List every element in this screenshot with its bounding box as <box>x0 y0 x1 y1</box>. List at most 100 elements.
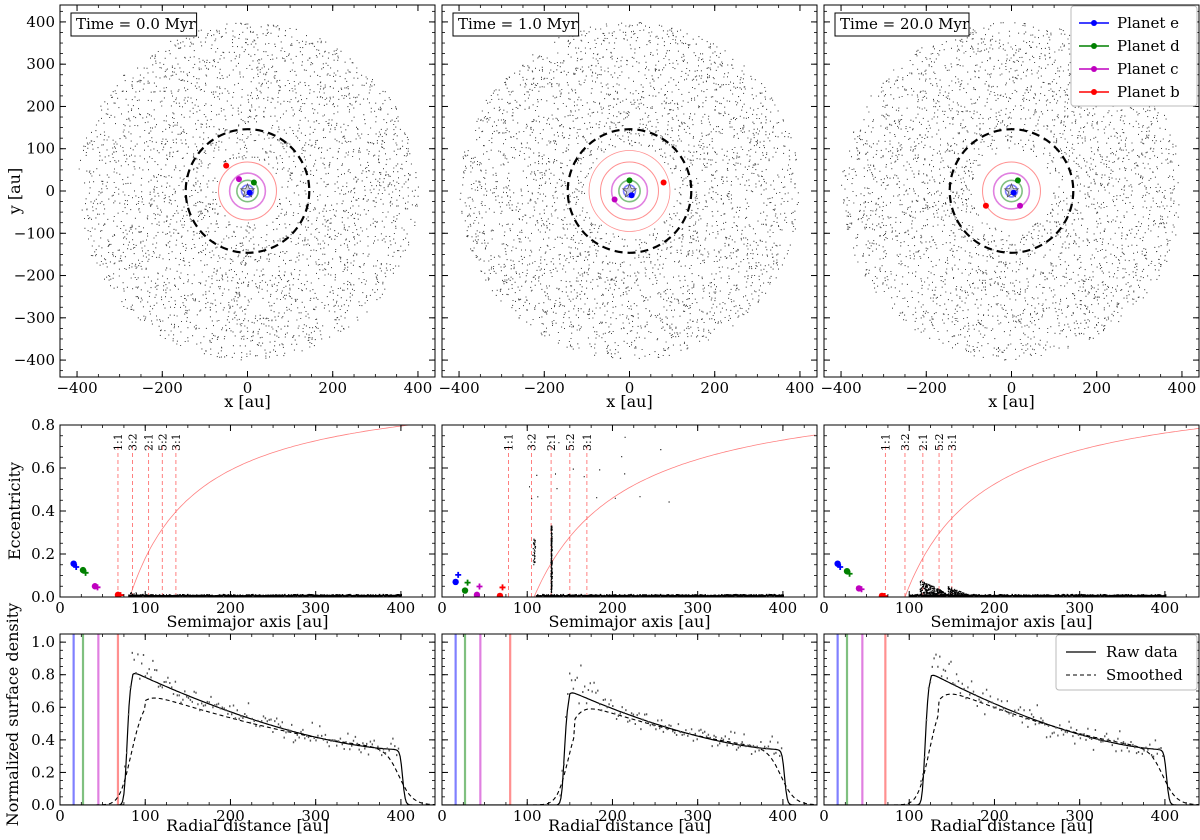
planet-ecc-marker <box>473 591 481 597</box>
legend-marker <box>1091 43 1097 49</box>
time-label-box <box>834 12 970 37</box>
resonance-label: 3:1 <box>946 433 959 451</box>
ecc-frame <box>441 424 818 598</box>
density-scatter <box>920 653 1164 783</box>
resonance-label: 2:1 <box>143 433 156 451</box>
particle-layer <box>78 22 419 361</box>
x-tick-label: 0 <box>625 379 635 397</box>
y-tick-label: 100 <box>26 140 55 158</box>
x-axis-label: Semimajor axis [au] <box>166 612 328 631</box>
y-tick-label: 0 <box>45 182 55 200</box>
x-tick-label: 300 <box>1065 599 1094 617</box>
x-axis-label: x [au] <box>988 392 1034 411</box>
resonance-label: 2:1 <box>917 433 930 451</box>
planet-ecc-cross <box>82 569 89 576</box>
x-tick-label: 100 <box>131 807 160 825</box>
x-tick-label: 0 <box>55 807 65 825</box>
density-scatter <box>559 664 783 797</box>
planet-ecc-marker <box>843 568 851 575</box>
ecc-content: 1:1 3:2 2:1 5:2 3:1 <box>834 428 1199 597</box>
x-tick-label: 300 <box>301 807 330 825</box>
x-tick-label: 200 <box>598 807 627 825</box>
resonance-label: 5:2 <box>564 433 577 451</box>
x-axis-label: Radial distance [au] <box>166 816 329 835</box>
x-tick-label: 400 <box>404 379 433 397</box>
x-tick-label: −200 <box>142 379 183 397</box>
density-panel-2: 0 100 200 300 400 Radial distance [au] <box>819 633 1200 835</box>
x-tick-label: 100 <box>895 807 924 825</box>
planet-ecc-cross <box>499 584 506 591</box>
y-tick-label: 0.0 <box>31 588 55 606</box>
planet-ecc-cross <box>455 571 462 578</box>
legend-label-raw: Raw data <box>1106 643 1178 661</box>
time-label: Time = 20.0 Myr <box>840 15 970 33</box>
y-axis-label-bot: Normalized surface density <box>3 603 22 826</box>
orbit-b <box>218 161 277 221</box>
planet-marker-b <box>223 162 230 169</box>
x-tick-label: 100 <box>895 599 924 617</box>
planet-ecc-cross <box>464 579 471 586</box>
x-tick-label: 100 <box>513 807 542 825</box>
orbit-b <box>982 161 1041 221</box>
x-tick-label: 400 <box>769 599 798 617</box>
x-axis-label: Semimajor axis [au] <box>930 612 1092 631</box>
dashed-boundary-circle <box>566 128 693 254</box>
time-label: Time = 0.0 Myr <box>76 15 196 33</box>
particle-band <box>128 593 402 597</box>
resonance-label: 3:2 <box>525 433 538 451</box>
y-tick-label: −200 <box>14 267 55 285</box>
y-tick-label: 200 <box>26 97 55 115</box>
x-tick-label: 400 <box>1151 599 1180 617</box>
x-tick-label: 100 <box>131 599 160 617</box>
legend-label: Planet e <box>1117 14 1179 32</box>
legend-label: Planet c <box>1117 60 1179 78</box>
orbit-c <box>228 172 267 210</box>
smoothed-line <box>60 697 435 805</box>
density-content <box>60 634 435 805</box>
x-tick-label: 0 <box>1007 379 1017 397</box>
orbit-crossing-curve <box>129 425 413 597</box>
raw-data-line <box>60 672 435 805</box>
planet-ecc-cross <box>846 570 853 577</box>
planet-marker-c <box>235 176 242 183</box>
resonance-label: 3:1 <box>170 433 183 451</box>
orbit-d <box>236 179 259 203</box>
density-panel-1: 0 100 200 300 400 Radial distance [au] <box>437 633 818 835</box>
orbit-c <box>610 172 649 210</box>
legend-label-smoothed: Smoothed <box>1106 666 1183 684</box>
resonance-label: 1:1 <box>502 433 515 451</box>
planet-ecc-marker <box>79 566 87 574</box>
x-tick-label: 200 <box>216 807 245 825</box>
x-tick-label: 400 <box>1151 807 1180 825</box>
y-tick-label: 300 <box>26 55 55 73</box>
x-tick-label: −400 <box>56 379 97 397</box>
density-frame <box>441 633 818 806</box>
x-tick-label: 200 <box>598 599 627 617</box>
orbit-c <box>992 172 1031 210</box>
orbit-b <box>600 161 659 221</box>
x-tick-label: 100 <box>513 599 542 617</box>
density-content <box>442 634 817 805</box>
time-label-box <box>70 12 198 37</box>
planet-ecc-cross <box>73 564 80 571</box>
resonance-label: 5:2 <box>933 433 946 451</box>
x-tick-label: 200 <box>980 807 1009 825</box>
legend-box <box>1055 634 1198 691</box>
orbit-crossing-curve <box>904 428 1199 597</box>
legend-marker <box>1091 89 1097 95</box>
planet-ecc-cross <box>94 584 101 591</box>
x-tick-label: 0 <box>437 807 447 825</box>
x-axis-label: Radial distance [au] <box>548 816 711 835</box>
time-label: Time = 1.0 Myr <box>458 15 578 33</box>
density-panel-0: 0 100 200 300 400 0.0 0.2 0.4 0.6 0.8 1.0 Radial di… <box>31 633 436 835</box>
y-tick-label: 0.2 <box>31 545 55 563</box>
ecc-content: 1:1 3:2 2:1 5:2 3:1 <box>70 425 413 597</box>
legend-label: Planet d <box>1117 37 1180 55</box>
x-tick-label: −400 <box>438 379 479 397</box>
planet-ecc-cross <box>881 593 888 597</box>
particle-layer <box>459 21 799 359</box>
legend-box <box>1070 5 1198 107</box>
excited-particles <box>529 436 670 594</box>
x-tick-label: 0 <box>437 599 447 617</box>
y-tick-label: 0.4 <box>31 731 55 749</box>
